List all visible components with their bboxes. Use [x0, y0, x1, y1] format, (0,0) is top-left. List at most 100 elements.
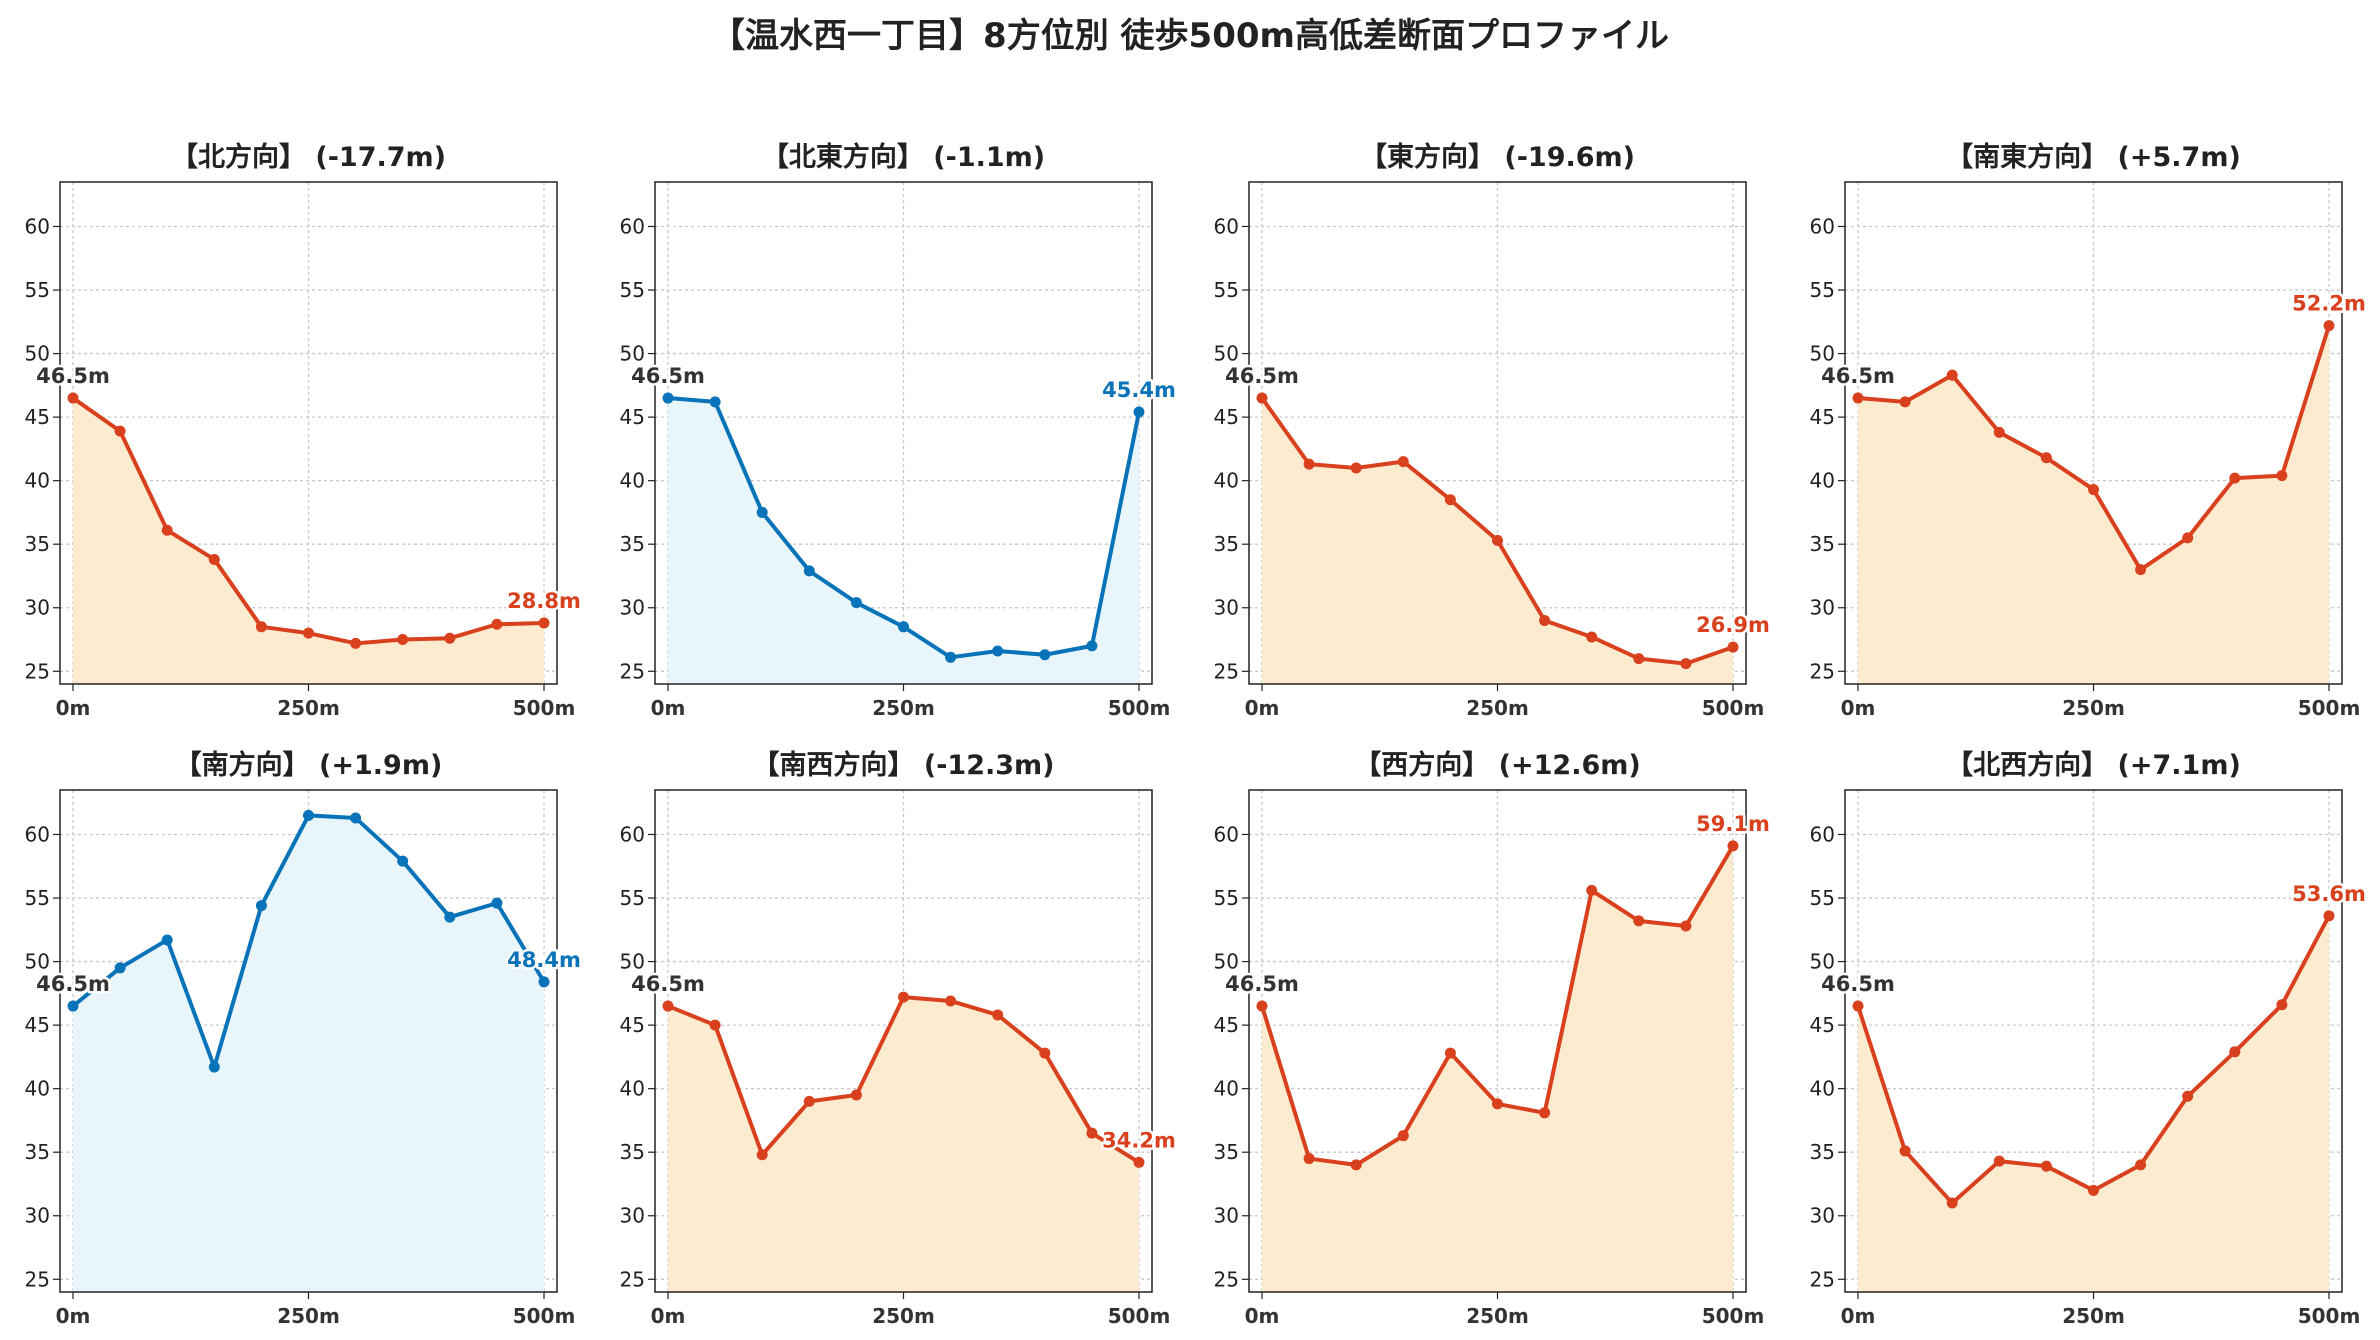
panel-title: 【東方向】 (-19.6m)	[1360, 141, 1635, 173]
end-value-label: 52.2m	[2292, 292, 2366, 316]
data-point	[1852, 1000, 1864, 1012]
y-tick-label: 50	[1810, 342, 1835, 366]
y-tick-label: 35	[1214, 1140, 1239, 1164]
data-point	[662, 1000, 674, 1012]
data-point	[67, 1000, 79, 1012]
data-point	[1852, 392, 1864, 404]
area-fill	[73, 398, 544, 684]
plot-frame	[1844, 789, 2343, 1293]
y-tick-label: 35	[1214, 532, 1239, 556]
end-value-label: 45.4m	[1102, 378, 1176, 402]
y-tick-label: 55	[1214, 886, 1239, 910]
y-tick-label: 40	[620, 469, 645, 493]
data-point	[1350, 1159, 1362, 1171]
end-value-label: 48.4m	[507, 948, 581, 972]
data-point	[1133, 1156, 1145, 1168]
start-value-label: 46.5m	[36, 364, 110, 388]
x-tick-label: 500m	[1702, 1304, 1765, 1328]
panel-title: 【北方向】 (-17.7m)	[171, 141, 446, 173]
start-value-label: 46.5m	[1821, 364, 1895, 388]
data-point	[1492, 534, 1503, 546]
data-point	[1350, 462, 1362, 474]
data-point	[1397, 1130, 1409, 1142]
data-point	[2088, 484, 2099, 496]
y-tick-label: 60	[1810, 822, 1835, 846]
data-point	[992, 1009, 1004, 1021]
panel-title: 【南東方向】 (+5.7m)	[1946, 141, 2241, 173]
y-tick-label: 55	[25, 278, 50, 302]
data-point	[303, 627, 314, 639]
y-tick-label: 25	[25, 1267, 50, 1291]
plot-frame	[1248, 789, 1747, 1293]
x-tick-label: 250m	[872, 1304, 935, 1328]
data-point	[114, 962, 126, 974]
data-point	[1303, 1153, 1315, 1165]
end-value-label: 26.9m	[1696, 613, 1770, 637]
data-point	[397, 855, 409, 867]
data-point	[709, 396, 721, 408]
data-point	[756, 506, 768, 518]
x-tick-label: 250m	[1466, 1304, 1529, 1328]
data-point	[898, 991, 909, 1003]
data-point	[1539, 614, 1551, 626]
x-tick-label: 250m	[277, 1304, 340, 1328]
y-tick-label: 30	[1810, 1204, 1835, 1228]
data-point	[1727, 840, 1739, 852]
start-value-label: 46.5m	[36, 972, 110, 996]
data-point	[114, 425, 126, 437]
data-point	[2276, 999, 2288, 1011]
start-value-label: 46.5m	[1821, 972, 1895, 996]
figure-title: 【温水西一丁目】8方位別 徒歩500m高低差断面プロファイル	[711, 16, 1669, 56]
x-tick-label: 500m	[513, 696, 576, 720]
x-tick-label: 250m	[872, 696, 935, 720]
data-point	[898, 621, 909, 633]
data-point	[538, 617, 550, 629]
area-fill	[1858, 325, 2329, 684]
y-tick-label: 60	[620, 214, 645, 238]
data-point	[1633, 915, 1645, 927]
chart-panel-2: 【北東方向】 (-1.1m) 25 30 35 40 45 50 55 60 0m 250m 500m…	[620, 141, 1179, 720]
y-tick-label: 50	[25, 342, 50, 366]
data-point	[2182, 1090, 2194, 1102]
y-tick-label: 45	[1214, 405, 1239, 429]
data-point	[444, 911, 456, 923]
y-tick-label: 45	[25, 405, 50, 429]
data-point	[2135, 1159, 2147, 1171]
data-point	[255, 621, 267, 633]
x-tick-label: 250m	[2062, 696, 2125, 720]
panel-title: 【北東方向】 (-1.1m)	[762, 141, 1045, 173]
x-tick-label: 500m	[2298, 1304, 2361, 1328]
start-value-label: 46.5m	[631, 972, 705, 996]
x-tick-label: 500m	[1108, 1304, 1171, 1328]
y-tick-label: 35	[620, 532, 645, 556]
area-fill	[73, 815, 544, 1292]
chart-panel-4: 【南東方向】 (+5.7m) 25 30 35 40 45 50 55 60 0m 250m 500m…	[1810, 141, 2369, 720]
data-point	[662, 392, 674, 404]
y-tick-label: 45	[620, 405, 645, 429]
end-value-label: 53.6m	[2292, 882, 2366, 906]
data-point	[2088, 1184, 2099, 1196]
y-tick-label: 60	[25, 214, 50, 238]
y-tick-label: 40	[25, 469, 50, 493]
data-point	[161, 934, 173, 946]
data-point	[1680, 658, 1692, 670]
panel-title: 【北西方向】 (+7.1m)	[1946, 749, 2241, 781]
y-tick-label: 30	[25, 1204, 50, 1228]
data-point	[491, 618, 503, 630]
data-point	[491, 897, 503, 909]
x-tick-label: 500m	[2298, 696, 2361, 720]
chart-panel-7: 【西方向】 (+12.6m) 25 30 35 40 45 50 55 60 0m 250m 500m…	[1214, 749, 1773, 1328]
data-point	[1946, 1197, 1958, 1209]
start-value-label: 46.5m	[631, 364, 705, 388]
y-tick-label: 25	[1810, 1267, 1835, 1291]
plot-frame	[1844, 181, 2343, 685]
data-point	[208, 553, 220, 565]
y-tick-label: 30	[620, 596, 645, 620]
y-tick-label: 30	[1810, 596, 1835, 620]
area-fill	[1858, 915, 2329, 1292]
plot-frame	[654, 181, 1153, 685]
x-tick-label: 500m	[1108, 696, 1171, 720]
data-point	[1586, 631, 1598, 643]
data-point	[255, 900, 267, 912]
